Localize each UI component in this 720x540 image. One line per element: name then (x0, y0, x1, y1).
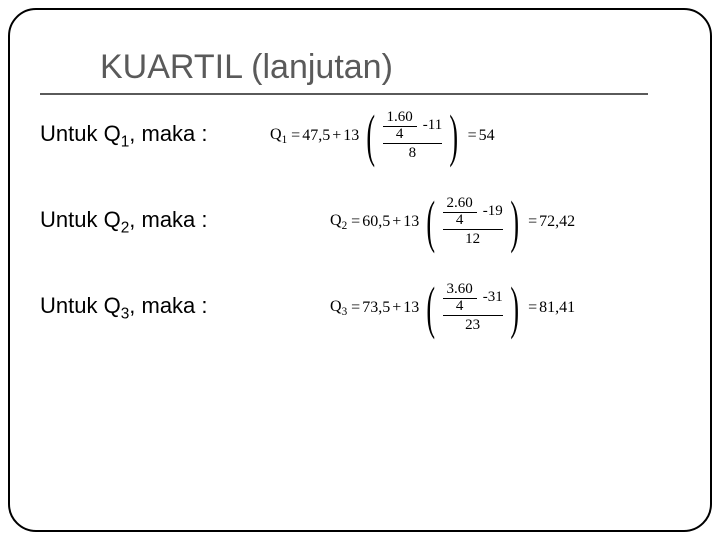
q1-sym: Q1 (270, 126, 287, 146)
q1-frac-num: 1.60 (383, 110, 417, 127)
q3-frac-num: 3.60 (443, 282, 477, 299)
q2-result: 72,42 (539, 213, 575, 231)
q3-plus: + (392, 299, 401, 317)
q3-result: 81,41 (539, 299, 575, 317)
q1-eq2: = (468, 127, 477, 145)
q3-sym: Q3 (330, 298, 347, 318)
q2-rparen: ) (510, 193, 519, 251)
q3-lparen: ( (427, 279, 436, 337)
q2-sym: Q2 (330, 212, 347, 232)
q1-minus: -11 (423, 117, 442, 142)
q2-frac: 2.60 4 (443, 196, 477, 229)
q2-numtop: 2.60 4 -19 (443, 196, 503, 229)
q2-minus: -19 (483, 203, 503, 228)
label-q1: Untuk Q1, maka : (40, 121, 250, 151)
row-q2: Untuk Q2, maka : Q2 = 60,5 + 13 ( 2.60 4… (40, 193, 680, 251)
label-q3-sub: 3 (121, 305, 130, 322)
q2-sym-sub: 2 (342, 220, 348, 232)
q1-sym-q: Q (270, 126, 282, 143)
q3-eq1: = (351, 299, 360, 317)
q3-sym-sub: 3 (342, 306, 348, 318)
q1-plus: + (332, 127, 341, 145)
q3-denom: 23 (465, 317, 480, 334)
q1-denom: 8 (409, 145, 417, 162)
q3-minus-val: 31 (488, 289, 503, 305)
q1-rparen: ) (450, 107, 459, 165)
label-q2-sub: 2 (121, 219, 130, 236)
q1-minus-val: 11 (428, 117, 442, 133)
q1-frac: 1.60 4 (383, 110, 417, 143)
formula-q3: Q3 = 73,5 + 13 ( 3.60 4 -31 23 ) = 81,41 (330, 279, 575, 337)
label-q2-post: , maka : (129, 207, 207, 232)
q3-minus: -31 (483, 289, 503, 314)
q3-base: 73,5 (362, 299, 390, 317)
q1-lparen: ( (367, 107, 376, 165)
q1-base: 47,5 (302, 127, 330, 145)
formula-q2: Q2 = 60,5 + 13 ( 2.60 4 -19 12 ) = 72,42 (330, 193, 575, 251)
slide-frame: KUARTIL (lanjutan) Untuk Q1, maka : Q1 =… (8, 8, 712, 532)
label-q3: Untuk Q3, maka : (40, 293, 250, 323)
q3-midrule (443, 315, 503, 316)
q1-inner: 1.60 4 -11 8 (383, 110, 443, 163)
title-rule (40, 93, 648, 95)
q2-plus: + (392, 213, 401, 231)
q2-eq2: = (528, 213, 537, 231)
q2-base: 60,5 (362, 213, 390, 231)
row-q3: Untuk Q3, maka : Q3 = 73,5 + 13 ( 3.60 4… (40, 279, 680, 337)
page-title: KUARTIL (lanjutan) (100, 48, 680, 87)
q3-frac-den: 4 (452, 299, 468, 315)
q2-lparen: ( (427, 193, 436, 251)
q2-frac-den: 4 (452, 213, 468, 229)
q2-inner: 2.60 4 -19 12 (443, 196, 503, 249)
q2-width: 13 (403, 213, 419, 231)
q2-midrule (443, 229, 503, 230)
q1-width: 13 (343, 127, 359, 145)
formula-q1: Q1 = 47,5 + 13 ( 1.60 4 -11 8 ) = 54 (270, 107, 495, 165)
q2-minus-val: 19 (488, 203, 503, 219)
q1-frac-den: 4 (392, 127, 408, 143)
label-q2: Untuk Q2, maka : (40, 207, 250, 237)
q1-eq1: = (291, 127, 300, 145)
label-q1-pre: Untuk Q (40, 121, 121, 146)
q3-numtop: 3.60 4 -31 (443, 282, 503, 315)
label-q2-pre: Untuk Q (40, 207, 121, 232)
label-q3-pre: Untuk Q (40, 293, 121, 318)
q3-width: 13 (403, 299, 419, 317)
label-q3-post: , maka : (129, 293, 207, 318)
q2-sym-q: Q (330, 212, 342, 229)
q3-rparen: ) (510, 279, 519, 337)
q3-sym-q: Q (330, 298, 342, 315)
q2-denom: 12 (465, 231, 480, 248)
q1-midrule (383, 143, 443, 144)
row-q1: Untuk Q1, maka : Q1 = 47,5 + 13 ( 1.60 4… (40, 107, 680, 165)
label-q1-sub: 1 (121, 133, 130, 150)
q1-numtop: 1.60 4 -11 (383, 110, 443, 143)
q2-frac-num: 2.60 (443, 196, 477, 213)
q3-frac: 3.60 4 (443, 282, 477, 315)
q3-inner: 3.60 4 -31 23 (443, 282, 503, 335)
q2-eq1: = (351, 213, 360, 231)
label-q1-post: , maka : (129, 121, 207, 146)
q1-sym-sub: 1 (282, 134, 288, 146)
q3-eq2: = (528, 299, 537, 317)
q1-result: 54 (479, 127, 495, 145)
